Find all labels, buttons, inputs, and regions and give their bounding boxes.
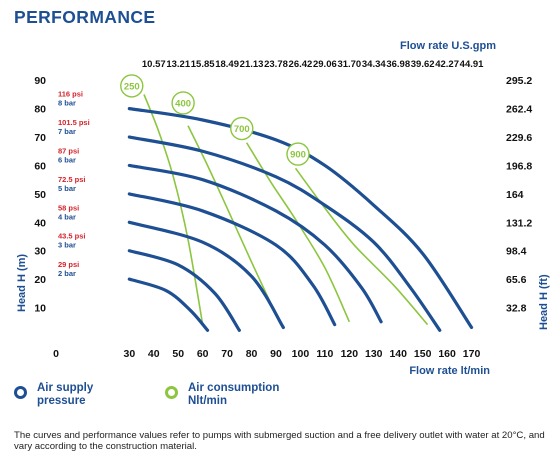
x2-tick-label: 34.34 [362, 59, 386, 70]
left-axis-title: Head H (m) [16, 254, 28, 312]
air-curve-label: 250 [124, 81, 140, 92]
x-tick-label: 40 [148, 348, 160, 360]
pressure-legend-line2: pressure [37, 395, 86, 407]
pressure-bar-label: 6 bar [58, 155, 76, 164]
air-legend-line1: Air consumption [188, 382, 280, 394]
x2-tick-label: 26.42 [289, 59, 313, 70]
y2-tick-label: 32.8 [506, 303, 527, 315]
x2-tick-label: 10.57 [142, 59, 166, 70]
footnote: The curves and performance values refer … [14, 430, 545, 452]
x2-tick-label: 29.06 [313, 59, 337, 70]
pressure-legend-label: Air supply pressure [37, 382, 93, 408]
x2-tick-label: 31.70 [337, 59, 361, 70]
pressure-curves [127, 107, 474, 332]
y2-tick-label: 98.4 [506, 246, 527, 258]
air-curve-label: 400 [175, 98, 191, 109]
y2-tick-label: 229.6 [506, 132, 532, 144]
pressure-legend-marker [14, 386, 27, 399]
x-tick-label: 90 [270, 348, 282, 360]
x-tick-label: 0 [53, 348, 59, 360]
x-tick-label: 120 [341, 348, 359, 360]
pressure-curve [127, 163, 383, 324]
air-curve-label: 700 [234, 124, 250, 135]
x2-tick-label: 39.62 [411, 59, 435, 70]
page-title: PERFORMANCE [14, 7, 156, 27]
pressure-curve [127, 135, 442, 332]
y2-tick-label: 262.4 [506, 104, 532, 116]
bottom-axis-title: Flow rate lt/min [409, 365, 490, 377]
x2-tick-label: 23.78 [264, 59, 288, 70]
y2-tick-label: 164 [506, 189, 524, 201]
y-tick-label: 60 [34, 160, 46, 172]
air-legend-line2: Nlt/min [188, 395, 227, 407]
y2-tick-label: 295.2 [506, 75, 532, 87]
pressure-psi-label: 43.5 psi [58, 232, 86, 241]
air-curve-900 [294, 167, 429, 326]
x-tick-label: 110 [316, 348, 333, 360]
y2-tick-label: 65.6 [506, 274, 527, 286]
y-tick-label: 90 [34, 75, 46, 87]
y2-tick-label: 196.8 [506, 160, 532, 172]
pressure-psi-label: 101.5 psi [58, 118, 90, 127]
air-legend-marker [165, 386, 178, 399]
y-tick-label: 20 [34, 274, 46, 286]
pressure-bar-label: 2 bar [58, 269, 76, 278]
y-tick-label: 80 [34, 104, 46, 116]
air-curve-400 [187, 125, 282, 325]
air-curve-label-circle [120, 74, 144, 98]
x-tick-label: 30 [123, 348, 135, 360]
x-tick-label: 160 [438, 348, 456, 360]
y2-tick-label: 131.2 [506, 217, 532, 229]
x2-tick-label: 21.13 [240, 59, 264, 70]
y-tick-label: 70 [34, 132, 46, 144]
pressure-curve [127, 220, 285, 330]
x2-tick-label: 13.21 [166, 59, 190, 70]
y-tick-label: 50 [34, 189, 46, 201]
x2-tick-label: 18.49 [215, 59, 239, 70]
pressure-curve [127, 107, 474, 330]
pressure-psi-label: 58 psi [58, 203, 79, 212]
pressure-bar-label: 7 bar [58, 127, 76, 136]
pressure-curve [127, 192, 337, 327]
x2-tick-label: 44.91 [460, 59, 484, 70]
pressure-curve [127, 277, 210, 332]
axis-layer: 0 30 40 50 60 70 80 90 100 110 120 130 140 150 160 170 1… [34, 59, 532, 360]
x2-tick-label: 42.27 [435, 59, 459, 70]
air-curve-label-circle [171, 91, 195, 115]
air-curve-label-circle [286, 142, 310, 166]
air-curve-label-circle [230, 116, 254, 141]
x2-tick-label: 36.98 [386, 59, 410, 70]
x-tick-label: 140 [389, 348, 407, 360]
y-tick-label: 30 [34, 246, 46, 258]
x-tick-label: 170 [463, 348, 481, 360]
pressure-legend-line1: Air supply [37, 382, 94, 394]
x2-tick-label: 15.85 [191, 59, 215, 70]
pressure-psi-label: 116 psi [58, 90, 83, 99]
air-curve-label: 900 [290, 150, 306, 161]
pressure-psi-label: 72.5 psi [58, 175, 86, 184]
x-tick-label: 70 [221, 348, 233, 360]
x-tick-label: 80 [246, 348, 258, 360]
x-tick-label: 50 [172, 348, 184, 360]
x-tick-label: 130 [365, 348, 383, 360]
top-axis-title: Flow rate U.S.gpm [400, 40, 496, 52]
pressure-bar-label: 8 bar [58, 99, 76, 108]
pressure-curve [127, 249, 241, 332]
right-axis-title: Head H (ft) [538, 274, 550, 330]
y-tick-label: 10 [34, 303, 46, 315]
air-consumption-curves [143, 94, 429, 326]
y-tick-label: 40 [34, 217, 46, 229]
pressure-psi-label: 29 psi [58, 260, 79, 269]
pressure-bar-label: 5 bar [58, 184, 76, 193]
pressure-psi-label: 87 psi [58, 146, 79, 155]
pressure-bar-label: 3 bar [58, 241, 76, 250]
x-tick-label: 60 [197, 348, 209, 360]
pressure-bar-label: 4 bar [58, 212, 76, 221]
air-legend-label: Air consumption Nlt/min [188, 382, 279, 408]
x-tick-label: 100 [292, 348, 310, 360]
x-tick-label: 150 [414, 348, 432, 360]
